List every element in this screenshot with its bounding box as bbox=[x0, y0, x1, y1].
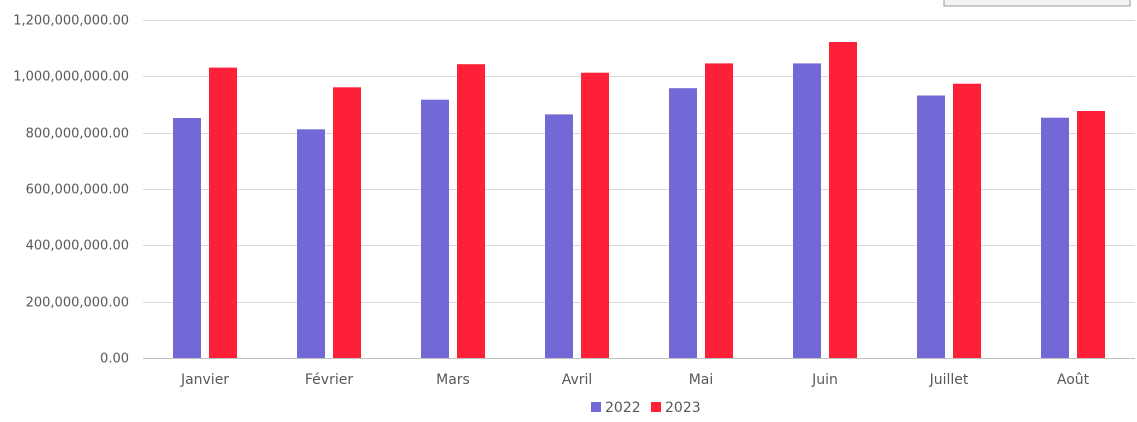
bar-2023-juin[interactable] bbox=[829, 42, 857, 358]
preview-thumbnail bbox=[943, 0, 1131, 7]
legend[interactable]: 2022 2023 bbox=[591, 400, 701, 416]
bar-2023-avril[interactable] bbox=[581, 72, 609, 358]
x-tick-label: Mai bbox=[689, 372, 714, 388]
bar-2022-février[interactable] bbox=[297, 129, 325, 358]
legend-label: 2022 bbox=[605, 400, 641, 416]
bar-2023-mai[interactable] bbox=[705, 63, 733, 359]
bar-2022-mars[interactable] bbox=[421, 99, 449, 358]
bar-2022-juin[interactable] bbox=[793, 63, 821, 359]
x-tick-label: Juillet bbox=[929, 372, 969, 388]
y-tick-label: 1,000,000,000.00 bbox=[13, 70, 129, 85]
bar-2022-janvier[interactable] bbox=[173, 118, 201, 358]
x-tick-label: Janvier bbox=[180, 372, 229, 388]
y-tick-label: 600,000,000.00 bbox=[26, 183, 129, 198]
y-axis-tick-labels: 0.00 200,000,000.00 400,000,000.00 600,000,… bbox=[13, 14, 129, 367]
bar-2022-mai[interactable] bbox=[669, 88, 697, 358]
bar-2023-janvier[interactable] bbox=[209, 67, 237, 358]
y-tick-label: 200,000,000.00 bbox=[26, 296, 129, 311]
bar-2023-février[interactable] bbox=[333, 87, 361, 359]
thumbnail-frame bbox=[943, 0, 1131, 7]
y-tick-label: 800,000,000.00 bbox=[26, 127, 129, 142]
legend-item-2023[interactable]: 2023 bbox=[651, 400, 701, 416]
y-tick-label: 0.00 bbox=[100, 352, 129, 367]
bar-2022-juillet[interactable] bbox=[917, 95, 945, 359]
y-tick-label: 400,000,000.00 bbox=[26, 239, 129, 254]
bar-2022-avril[interactable] bbox=[545, 114, 573, 359]
bar-2022-août[interactable] bbox=[1041, 117, 1069, 358]
x-axis-tick-labels: Janvier Février Mars Avril Mai Juin Juillet Aoû… bbox=[180, 372, 1090, 388]
x-tick-label: Avril bbox=[562, 372, 593, 388]
legend-label: 2023 bbox=[665, 400, 701, 416]
y-tick-label: 1,200,000,000.00 bbox=[13, 14, 129, 29]
legend-swatch bbox=[651, 402, 661, 412]
x-tick-label: Février bbox=[305, 372, 353, 388]
gridlines bbox=[143, 20, 1135, 359]
bar-2023-août[interactable] bbox=[1077, 111, 1105, 358]
x-tick-label: Août bbox=[1057, 372, 1090, 388]
legend-swatch bbox=[591, 402, 601, 412]
legend-item-2022[interactable]: 2022 bbox=[591, 400, 641, 416]
bar-2023-juillet[interactable] bbox=[953, 83, 981, 358]
bar-2023-mars[interactable] bbox=[457, 64, 485, 358]
x-tick-label: Mars bbox=[436, 372, 470, 388]
x-tick-label: Juin bbox=[811, 372, 838, 388]
bars bbox=[173, 42, 1105, 359]
